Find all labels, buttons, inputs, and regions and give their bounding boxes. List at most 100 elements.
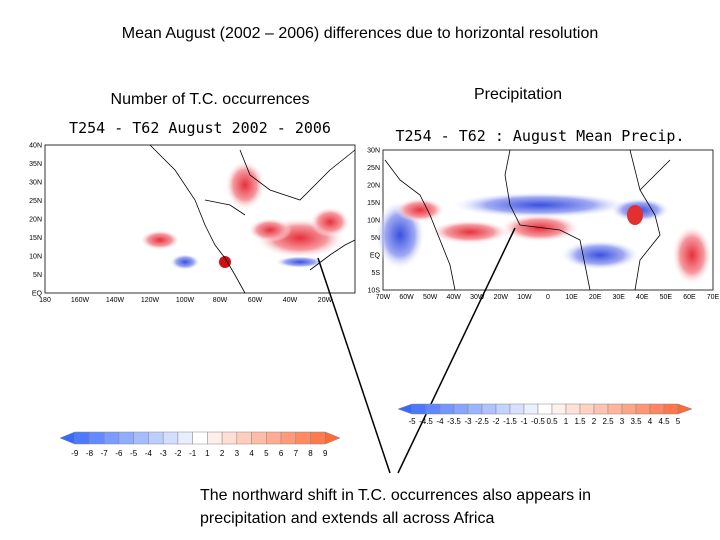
colorbar-swatch (593, 403, 609, 415)
colorbar-swatch (579, 403, 595, 415)
colorbar-label: 2 (592, 417, 597, 426)
colorbar-label: -2 (492, 417, 500, 426)
left-map (44, 144, 356, 294)
x-tick-label: 140W (106, 297, 125, 304)
y-tick-label: 15N (29, 235, 42, 242)
colorbar-swatch (221, 431, 238, 445)
x-tick-label: 30W (470, 294, 485, 301)
colorbar-swatch (537, 403, 553, 415)
colorbar-swatch (425, 403, 441, 415)
colorbar-swatch (177, 431, 193, 445)
x-tick-label: 10E (565, 294, 578, 301)
colorbar-swatch (523, 403, 539, 415)
colorbar-label: -4 (436, 417, 444, 426)
colorbar-end (677, 403, 693, 415)
x-tick-label: 20E (589, 294, 602, 301)
x-tick-label: 50E (660, 294, 673, 301)
colorbar-label: 4 (648, 417, 653, 426)
map-title: T254 - T62 August 2002 - 2006 (69, 119, 331, 137)
colorbar-label: 4.5 (658, 417, 670, 426)
colorbar-end (397, 403, 413, 415)
colorbar-label: -2.5 (475, 417, 489, 426)
colorbar-swatch (192, 431, 208, 445)
colorbar-label: -5 (408, 417, 416, 426)
colorbar-label: -1.5 (503, 417, 517, 426)
colorbar-swatch (89, 431, 105, 445)
y-tick-label: 20N (29, 217, 42, 224)
colorbar-swatch (162, 431, 179, 445)
x-tick-label: 100W (176, 297, 195, 304)
colorbar-label: -3.5 (447, 417, 461, 426)
x-tick-label: 40E (636, 294, 649, 301)
colorbar-label: -1 (189, 449, 197, 458)
colorbar-swatch (236, 431, 252, 445)
colorbar-label: 5 (264, 449, 269, 458)
y-tick-label: 5N (371, 235, 380, 242)
colorbar-swatch (551, 403, 567, 415)
x-tick-label: 60E (683, 294, 696, 301)
colorbar-end (325, 431, 341, 445)
colorbar-swatch (207, 431, 223, 445)
colorbar-label: 2.5 (602, 417, 614, 426)
colorbar-swatch (148, 431, 164, 445)
colorbar-label: 3.5 (630, 417, 642, 426)
colorbar-swatch (509, 403, 525, 415)
colorbar-label: -5 (130, 449, 138, 458)
colorbar-label: -2 (174, 449, 182, 458)
colorbar-label: 9 (323, 449, 328, 458)
x-tick-label: 70W (376, 294, 391, 301)
colorbar-swatch (103, 431, 120, 445)
colorbar-label: 3 (235, 449, 240, 458)
map-title: T254 - T62 : August Mean Precip. (396, 127, 685, 145)
colorbar-label: 1.5 (574, 417, 586, 426)
colorbar-label: 2 (220, 449, 225, 458)
colorbar-swatch (280, 431, 297, 445)
x-tick-label: 160W (71, 297, 90, 304)
colorbar-swatch (118, 431, 134, 445)
colorbar-swatch (663, 403, 679, 415)
y-tick-label: 35N (29, 161, 42, 168)
colorbar-swatch (439, 403, 455, 415)
colorbar-label: -3 (160, 449, 168, 458)
y-tick-label: 5N (33, 272, 42, 279)
panel-label: Number of T.C. occurrences (111, 91, 310, 108)
y-tick-label: EQ (32, 291, 43, 298)
colorbar-label: 1 (564, 417, 569, 426)
x-tick-label: 20W (494, 294, 509, 301)
y-tick-label: 15N (367, 200, 380, 207)
colorbar-swatch (467, 403, 483, 415)
colorbar-label: -4 (145, 449, 153, 458)
colorbar-swatch (649, 403, 665, 415)
x-tick-label: 10W (517, 294, 532, 301)
x-tick-label: 80W (213, 297, 228, 304)
colorbar-swatch (607, 403, 623, 415)
pointer-line (397, 227, 516, 474)
colorbar-swatch (74, 431, 90, 445)
y-tick-label: 30N (367, 148, 380, 155)
y-tick-label: 30N (29, 180, 42, 187)
colorbar-label: -7 (101, 449, 109, 458)
colorbar-end (59, 431, 75, 445)
colorbar-label: 6 (279, 449, 284, 458)
x-tick-label: 120W (141, 297, 160, 304)
colorbar-label: 7 (294, 449, 299, 458)
colorbar-label: -4.5 (419, 417, 433, 426)
slide-title: Mean August (2002 – 2006) differences du… (122, 25, 598, 42)
y-tick-label: 25N (29, 198, 42, 205)
colorbar-swatch (133, 431, 149, 445)
right-map (375, 149, 714, 291)
colorbar-swatch (621, 403, 637, 415)
colorbar-label: -6 (115, 449, 123, 458)
colorbar-swatch (411, 403, 427, 415)
colorbar-label: 5 (676, 417, 681, 426)
x-tick-label: 40W (283, 297, 298, 304)
colorbar-label: 1 (205, 449, 210, 458)
x-tick-label: 20W (318, 297, 333, 304)
colorbar-swatch (635, 403, 651, 415)
colorbar-label: 0.5 (546, 417, 558, 426)
x-tick-label: 0 (546, 294, 550, 301)
colorbar-swatch (266, 431, 282, 445)
y-tick-label: 10S (368, 288, 381, 295)
